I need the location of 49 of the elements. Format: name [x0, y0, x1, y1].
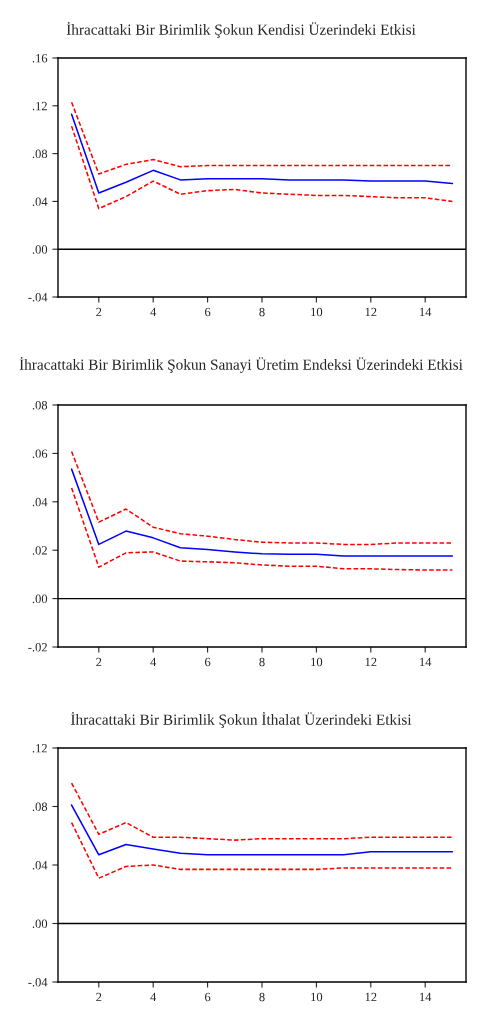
- line-series: [70, 450, 454, 546]
- x-tick-label: 6: [205, 657, 211, 667]
- chart-title: İhracattaki Bir Birimlik Şokun Kendisi Üzerindeki Etkisi: [66, 22, 416, 38]
- x-tick-label: 4: [150, 307, 157, 317]
- y-tick-label: .00: [32, 245, 48, 254]
- y-tick-label: .08: [32, 802, 48, 812]
- chart-title: İhracattaki Bir Birimlik Şokun Sanayi Üretim Endeksi Üzerindeki Etkisi: [19, 357, 463, 373]
- x-tick-label: 8: [259, 992, 265, 1002]
- line-series: [70, 821, 454, 879]
- x-tick-label: 6: [205, 307, 211, 317]
- y-tick-label: -.02: [28, 643, 47, 652]
- y-tick-label: .04: [32, 861, 48, 870]
- x-tick-label: 6: [205, 992, 211, 1002]
- x-tick-label: 10: [311, 657, 323, 667]
- y-tick-label: .08: [32, 401, 48, 410]
- y-tick-label: .02: [32, 546, 47, 555]
- line-series: [70, 487, 454, 571]
- x-tick-label: 8: [259, 307, 265, 317]
- x-tick-label: 12: [365, 657, 377, 667]
- y-tick-label: -.04: [28, 978, 48, 987]
- y-tick-label: .08: [32, 149, 48, 159]
- chart-title: İhracattaki Bir Birimlik Şokun İthalat Üzerindeki Etkisi: [70, 712, 412, 728]
- line-series: [70, 468, 454, 557]
- y-tick-label: -.04: [28, 293, 48, 302]
- x-tick-label: 14: [420, 657, 432, 667]
- x-tick-label: 14: [420, 307, 432, 317]
- x-tick-label: 2: [96, 307, 102, 317]
- x-tick-label: 10: [311, 307, 323, 317]
- x-tick-label: 12: [365, 307, 377, 317]
- x-tick-label: 12: [365, 992, 377, 1002]
- line-series: [70, 804, 454, 856]
- x-tick-label: 4: [150, 657, 157, 667]
- line-series: [70, 125, 454, 210]
- y-tick-label: .00: [32, 594, 48, 604]
- y-tick-label: .12: [32, 101, 47, 111]
- x-tick-label: 2: [96, 657, 102, 667]
- y-tick-label: .12: [32, 744, 47, 753]
- y-tick-label: .00: [32, 919, 48, 929]
- line-series: [70, 782, 454, 841]
- x-tick-label: 14: [420, 992, 432, 1002]
- x-tick-label: 4: [150, 992, 157, 1002]
- x-tick-label: 10: [311, 992, 323, 1002]
- y-tick-label: .06: [32, 449, 48, 458]
- line-series: [70, 113, 454, 194]
- x-tick-label: 8: [259, 657, 265, 667]
- x-tick-label: 2: [96, 992, 102, 1002]
- y-tick-label: .04: [32, 497, 48, 507]
- y-tick-label: .04: [32, 197, 48, 206]
- y-tick-label: .16: [32, 54, 48, 63]
